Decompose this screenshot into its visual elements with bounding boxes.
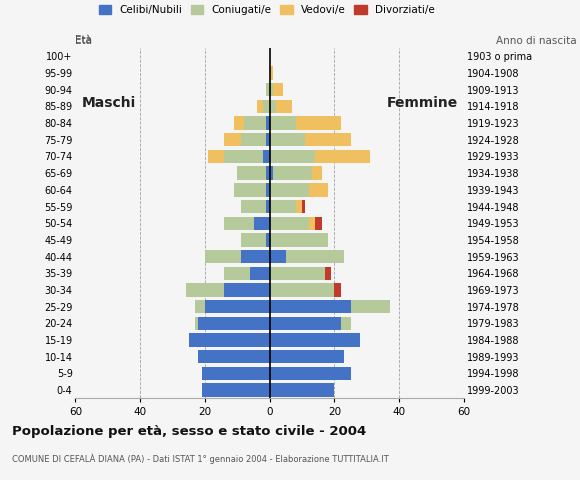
- Bar: [205, 250, 241, 263]
- Text: Popolazione per età, sesso e stato civile - 2004: Popolazione per età, sesso e stato civil…: [12, 425, 366, 438]
- Bar: [266, 183, 270, 196]
- Bar: [224, 216, 253, 230]
- Bar: [263, 100, 270, 113]
- Bar: [198, 350, 270, 363]
- Bar: [335, 283, 341, 297]
- Bar: [224, 266, 251, 280]
- Bar: [195, 317, 198, 330]
- Bar: [270, 216, 309, 230]
- Bar: [266, 233, 270, 247]
- Bar: [286, 250, 344, 263]
- Bar: [270, 350, 344, 363]
- Bar: [266, 167, 270, 180]
- Bar: [273, 167, 312, 180]
- Bar: [241, 233, 266, 247]
- Bar: [270, 200, 296, 213]
- Bar: [241, 250, 270, 263]
- Bar: [351, 300, 390, 313]
- Bar: [270, 100, 276, 113]
- Legend: Celibi/Nubili, Coniugati/e, Vedovi/e, Divorziati/e: Celibi/Nubili, Coniugati/e, Vedovi/e, Di…: [99, 5, 434, 15]
- Bar: [312, 167, 321, 180]
- Bar: [266, 133, 270, 146]
- Bar: [270, 250, 286, 263]
- Bar: [305, 133, 351, 146]
- Bar: [270, 83, 273, 96]
- Bar: [244, 117, 266, 130]
- Bar: [251, 266, 270, 280]
- Bar: [309, 216, 315, 230]
- Bar: [302, 200, 305, 213]
- Bar: [208, 150, 224, 163]
- Bar: [234, 183, 266, 196]
- Bar: [325, 266, 331, 280]
- Bar: [202, 367, 270, 380]
- Bar: [224, 133, 241, 146]
- Bar: [237, 167, 266, 180]
- Bar: [270, 167, 273, 180]
- Bar: [241, 133, 266, 146]
- Bar: [205, 300, 270, 313]
- Bar: [315, 216, 321, 230]
- Text: Età: Età: [75, 35, 92, 45]
- Bar: [296, 200, 302, 213]
- Bar: [270, 333, 360, 347]
- Bar: [270, 367, 351, 380]
- Text: Età: Età: [75, 36, 92, 46]
- Bar: [273, 83, 282, 96]
- Bar: [270, 300, 351, 313]
- Bar: [270, 150, 315, 163]
- Bar: [270, 266, 325, 280]
- Bar: [202, 384, 270, 397]
- Bar: [270, 66, 273, 80]
- Text: COMUNE DI CEFALÀ DIANA (PA) - Dati ISTAT 1° gennaio 2004 - Elaborazione TUTTITAL: COMUNE DI CEFALÀ DIANA (PA) - Dati ISTAT…: [12, 454, 389, 464]
- Bar: [309, 183, 328, 196]
- Bar: [253, 216, 270, 230]
- Bar: [266, 117, 270, 130]
- Text: Anno di nascita: Anno di nascita: [496, 36, 577, 46]
- Bar: [234, 117, 244, 130]
- Bar: [296, 117, 341, 130]
- Bar: [270, 183, 309, 196]
- Bar: [224, 150, 263, 163]
- Bar: [270, 384, 335, 397]
- Bar: [315, 150, 370, 163]
- Bar: [270, 317, 341, 330]
- Text: Maschi: Maschi: [82, 96, 136, 110]
- Bar: [224, 283, 270, 297]
- Bar: [270, 133, 305, 146]
- Bar: [270, 233, 328, 247]
- Bar: [266, 83, 270, 96]
- Bar: [195, 300, 205, 313]
- Bar: [241, 200, 266, 213]
- Bar: [188, 333, 270, 347]
- Bar: [341, 317, 351, 330]
- Bar: [198, 317, 270, 330]
- Bar: [270, 283, 335, 297]
- Text: Femmine: Femmine: [386, 96, 458, 110]
- Bar: [266, 200, 270, 213]
- Bar: [270, 117, 296, 130]
- Bar: [263, 150, 270, 163]
- Bar: [186, 283, 224, 297]
- Bar: [276, 100, 292, 113]
- Bar: [257, 100, 263, 113]
